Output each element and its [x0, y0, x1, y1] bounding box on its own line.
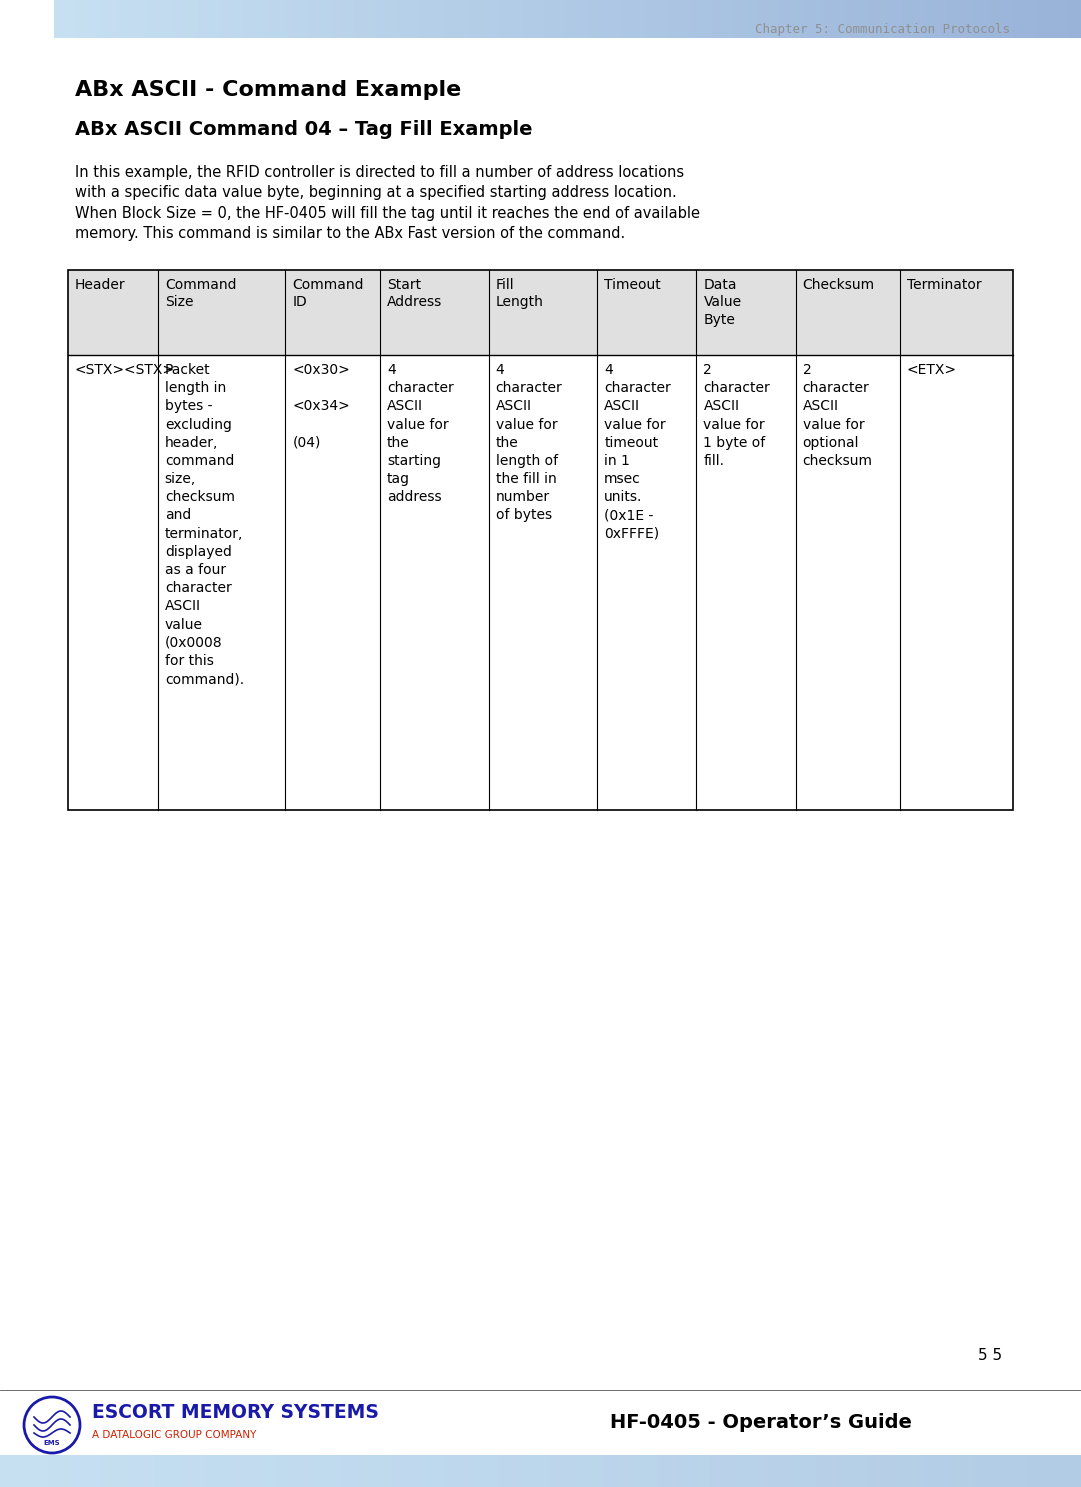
- Text: Header: Header: [75, 278, 125, 291]
- Text: ABx ASCII - Command Example: ABx ASCII - Command Example: [75, 80, 462, 100]
- Bar: [68, 271, 1013, 810]
- Text: Data
Value
Byte: Data Value Byte: [704, 278, 742, 327]
- Text: Chapter 5: Communication Protocols: Chapter 5: Communication Protocols: [755, 24, 1010, 37]
- Text: Packet
length in
bytes -
excluding
header,
command
size,
checksum
and
terminator: Packet length in bytes - excluding heade…: [164, 363, 244, 686]
- Text: <0x30>

<0x34>

(04): <0x30> <0x34> (04): [292, 363, 350, 449]
- Text: 4
character
ASCII
value for
the
starting
tag
address: 4 character ASCII value for the starting…: [387, 363, 454, 504]
- Bar: [68, 355, 1013, 810]
- Text: Timeout: Timeout: [604, 278, 660, 291]
- Text: 4
character
ASCII
value for
timeout
in 1
msec
units.
(0x1E -
0xFFFE): 4 character ASCII value for timeout in 1…: [604, 363, 671, 541]
- Text: 2
character
ASCII
value for
optional
checksum: 2 character ASCII value for optional che…: [803, 363, 872, 468]
- Text: Start
Address: Start Address: [387, 278, 442, 309]
- Text: EMS: EMS: [43, 1439, 61, 1445]
- Text: Checksum: Checksum: [803, 278, 875, 291]
- Text: 5 5: 5 5: [978, 1347, 1002, 1362]
- Text: ESCORT MEMORY SYSTEMS: ESCORT MEMORY SYSTEMS: [92, 1402, 378, 1422]
- Text: A DATALOGIC GROUP COMPANY: A DATALOGIC GROUP COMPANY: [92, 1430, 256, 1439]
- Text: Terminator: Terminator: [907, 278, 982, 291]
- Text: 4
character
ASCII
value for
the
length of
the fill in
number
of bytes: 4 character ASCII value for the length o…: [495, 363, 562, 522]
- Text: ABx ASCII Command 04 – Tag Fill Example: ABx ASCII Command 04 – Tag Fill Example: [75, 120, 533, 138]
- Text: Fill
Length: Fill Length: [495, 278, 544, 309]
- Bar: [68, 271, 1013, 355]
- Text: 2
character
ASCII
value for
1 byte of
fill.: 2 character ASCII value for 1 byte of fi…: [704, 363, 770, 468]
- Text: Command
Size: Command Size: [164, 278, 237, 309]
- Text: <STX><STX>: <STX><STX>: [75, 363, 175, 378]
- Text: <ETX>: <ETX>: [907, 363, 957, 378]
- Text: In this example, the RFID controller is directed to fill a number of address loc: In this example, the RFID controller is …: [75, 165, 700, 241]
- Text: HF-0405 - Operator’s Guide: HF-0405 - Operator’s Guide: [610, 1413, 912, 1432]
- Text: Command
ID: Command ID: [292, 278, 364, 309]
